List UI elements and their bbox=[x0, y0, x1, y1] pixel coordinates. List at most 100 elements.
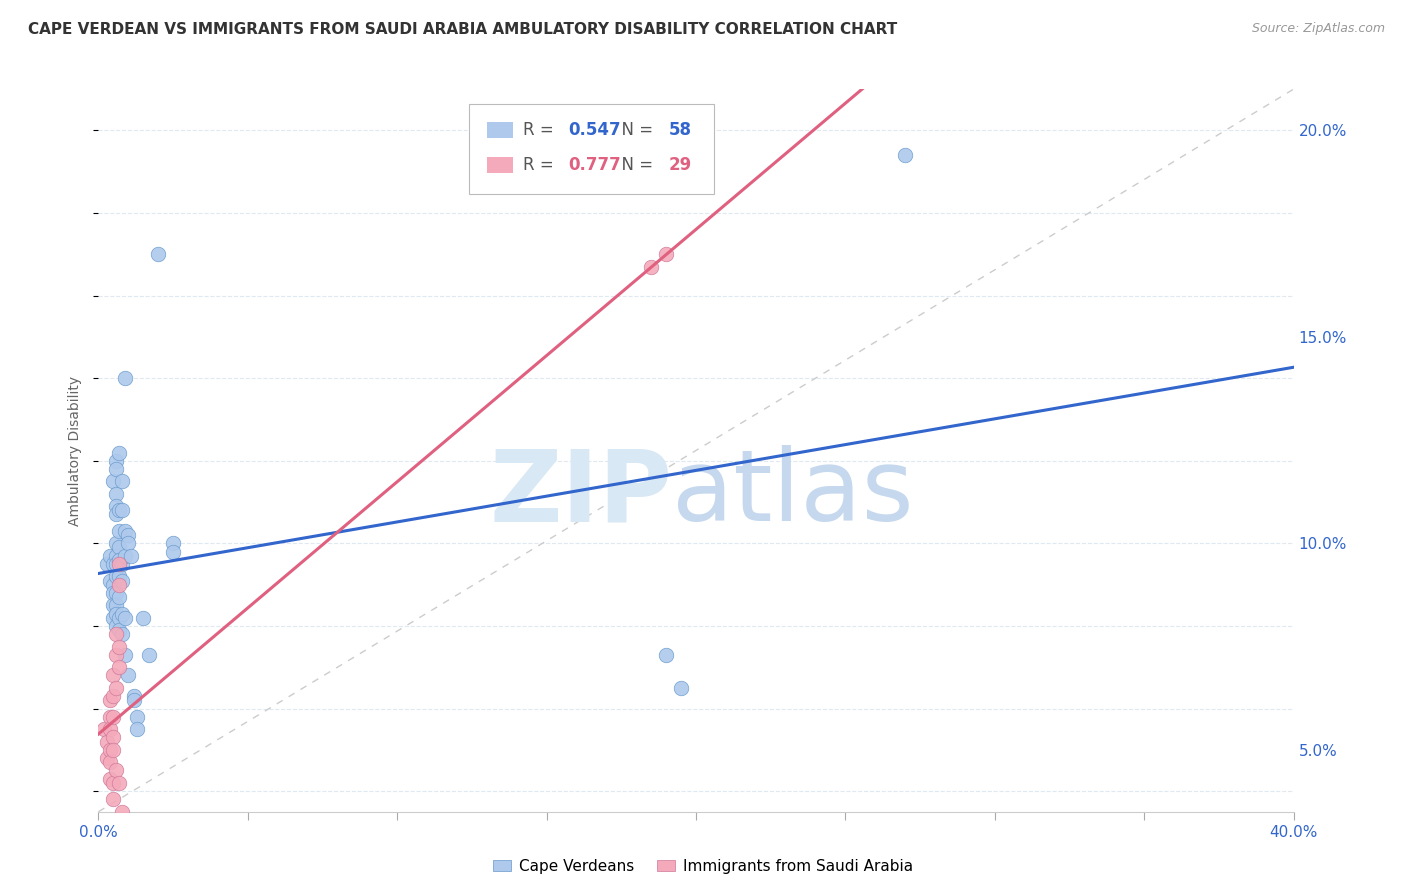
Text: 29: 29 bbox=[668, 156, 692, 174]
Point bbox=[103, 776, 125, 790]
Point bbox=[894, 148, 917, 162]
Point bbox=[98, 743, 122, 757]
Point bbox=[124, 817, 146, 831]
Point bbox=[108, 524, 131, 538]
Point bbox=[105, 557, 128, 571]
Text: R =: R = bbox=[523, 156, 558, 174]
Point bbox=[105, 586, 128, 600]
Legend: Cape Verdeans, Immigrants from Saudi Arabia: Cape Verdeans, Immigrants from Saudi Ara… bbox=[486, 853, 920, 880]
Text: Source: ZipAtlas.com: Source: ZipAtlas.com bbox=[1251, 22, 1385, 36]
Point bbox=[103, 668, 125, 682]
Y-axis label: Ambulatory Disability: Ambulatory Disability bbox=[69, 376, 83, 525]
Point bbox=[103, 586, 125, 600]
Point bbox=[105, 549, 128, 563]
Point bbox=[105, 599, 128, 613]
Point bbox=[105, 569, 128, 583]
Point bbox=[105, 462, 128, 476]
Point bbox=[162, 536, 184, 550]
Point bbox=[96, 751, 118, 765]
Point bbox=[114, 524, 136, 538]
Point bbox=[108, 569, 131, 583]
Point bbox=[96, 734, 118, 748]
Point bbox=[132, 610, 155, 624]
Point bbox=[105, 619, 128, 633]
Point bbox=[111, 627, 134, 641]
Point bbox=[138, 648, 160, 662]
Point bbox=[103, 731, 125, 745]
FancyBboxPatch shape bbox=[486, 157, 513, 173]
Point bbox=[108, 577, 131, 591]
Point bbox=[105, 536, 128, 550]
Point bbox=[655, 648, 678, 662]
Point bbox=[98, 772, 122, 786]
Point bbox=[98, 710, 122, 724]
Text: N =: N = bbox=[612, 121, 658, 139]
Point bbox=[117, 668, 139, 682]
Point bbox=[103, 557, 125, 571]
Point bbox=[124, 689, 146, 703]
Point bbox=[103, 577, 125, 591]
Point bbox=[669, 681, 692, 695]
Point bbox=[148, 247, 170, 261]
Point bbox=[98, 574, 122, 588]
Point bbox=[98, 693, 122, 707]
Point bbox=[105, 487, 128, 501]
Point bbox=[108, 557, 131, 571]
Point bbox=[108, 776, 131, 790]
Point bbox=[103, 792, 125, 806]
Point bbox=[98, 549, 122, 563]
Point bbox=[105, 454, 128, 468]
Point bbox=[103, 689, 125, 703]
Point bbox=[93, 722, 115, 736]
Point bbox=[114, 648, 136, 662]
Point bbox=[127, 722, 149, 736]
Point bbox=[108, 445, 131, 459]
Point bbox=[114, 549, 136, 563]
Text: R =: R = bbox=[523, 121, 558, 139]
Point bbox=[105, 499, 128, 513]
Point bbox=[108, 623, 131, 637]
Point bbox=[103, 743, 125, 757]
Point bbox=[103, 475, 125, 489]
Point bbox=[108, 541, 131, 555]
FancyBboxPatch shape bbox=[470, 103, 714, 194]
Point bbox=[640, 260, 662, 274]
Point bbox=[108, 590, 131, 604]
Point bbox=[96, 557, 118, 571]
FancyBboxPatch shape bbox=[486, 122, 513, 138]
Point bbox=[105, 648, 128, 662]
Text: 0.547: 0.547 bbox=[568, 121, 620, 139]
Text: 0.777: 0.777 bbox=[568, 156, 621, 174]
Point bbox=[111, 805, 134, 819]
Point bbox=[114, 610, 136, 624]
Point bbox=[105, 508, 128, 522]
Point bbox=[117, 536, 139, 550]
Point bbox=[111, 557, 134, 571]
Point bbox=[108, 610, 131, 624]
Point bbox=[103, 710, 125, 724]
Text: 58: 58 bbox=[668, 121, 692, 139]
Point bbox=[111, 503, 134, 517]
Point bbox=[114, 371, 136, 385]
Point bbox=[98, 722, 122, 736]
Point bbox=[124, 693, 146, 707]
Point bbox=[105, 681, 128, 695]
Point bbox=[117, 528, 139, 542]
Point bbox=[105, 764, 128, 778]
Point bbox=[108, 553, 131, 567]
Point bbox=[105, 627, 128, 641]
Point bbox=[111, 475, 134, 489]
Point bbox=[120, 549, 142, 563]
Point bbox=[108, 503, 131, 517]
Point bbox=[105, 607, 128, 621]
Text: ZIP: ZIP bbox=[489, 445, 672, 542]
Point bbox=[108, 640, 131, 654]
Point bbox=[655, 247, 678, 261]
Text: atlas: atlas bbox=[672, 445, 914, 542]
Point bbox=[111, 607, 134, 621]
Point bbox=[98, 755, 122, 769]
Point bbox=[111, 574, 134, 588]
Point bbox=[127, 710, 149, 724]
Point bbox=[103, 610, 125, 624]
Text: N =: N = bbox=[612, 156, 658, 174]
